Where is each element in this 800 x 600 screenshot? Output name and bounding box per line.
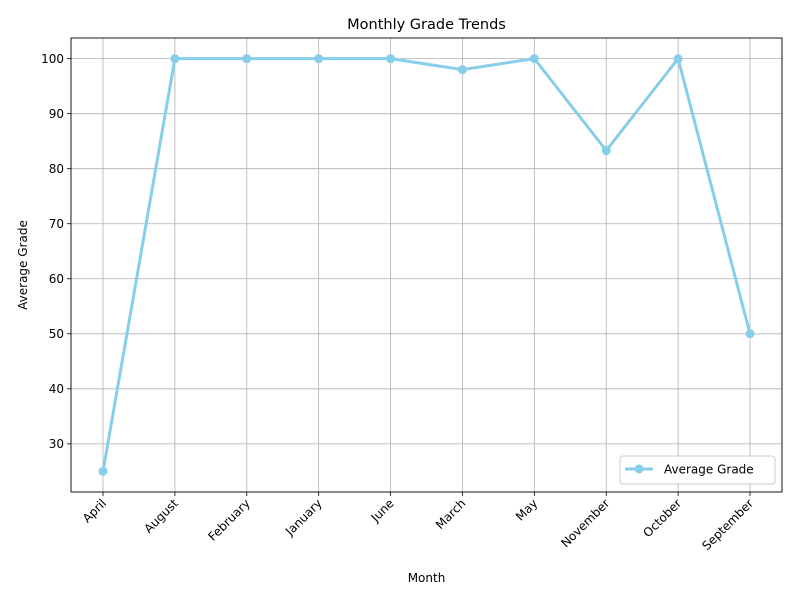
series-line [101,57,752,473]
data-point-marker [242,54,252,64]
legend-box [619,455,776,485]
plot-frame [70,37,783,493]
data-point-marker [529,54,539,64]
legend-label: Average Grade [664,463,754,477]
y-tick-label: 90 [49,107,64,121]
data-point-marker [314,54,324,64]
y-tick-label: 80 [49,162,64,176]
data-point-marker [170,54,180,64]
data-point-marker [98,466,108,476]
y-tick-label: 50 [49,327,64,341]
data-point-marker [457,65,467,75]
y-tick-label: 30 [49,437,64,451]
y-tick-label: 40 [49,382,64,396]
series-layer [98,54,755,476]
data-point-marker [673,54,683,64]
legend: Average Grade [619,455,776,485]
y-tick-label: 60 [49,272,64,286]
x-axis-title: Month [408,571,446,585]
y-axis: 30 40 50 60 70 80 90 100 [41,52,71,451]
data-point-marker [386,54,396,64]
data-point-marker [601,146,611,156]
y-tick-label: 70 [49,217,64,231]
y-tick-label: 100 [41,52,64,66]
legend-marker-swatch [634,464,644,474]
data-point-marker [745,329,755,339]
chart-title: Monthly Grade Trends [347,17,506,33]
y-axis-title: Average Grade [16,220,30,310]
